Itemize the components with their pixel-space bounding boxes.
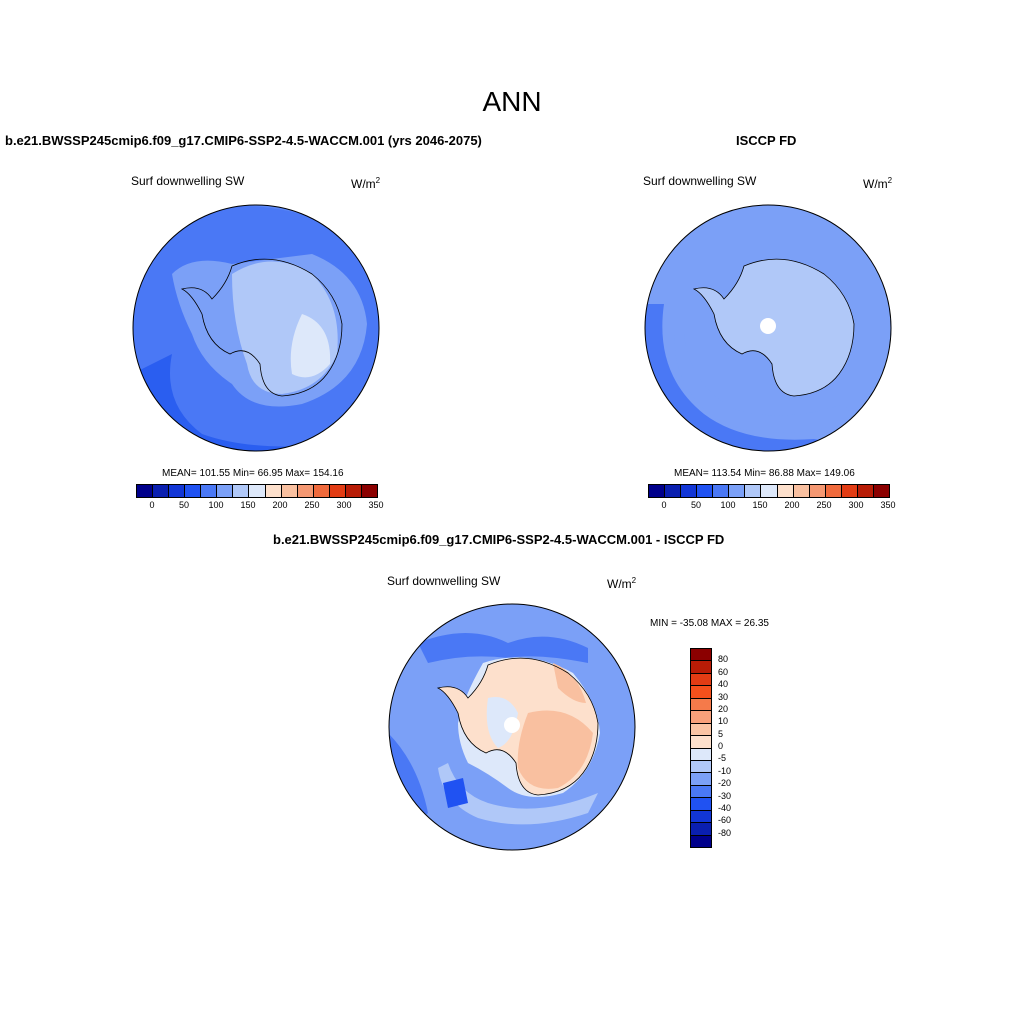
colorbar-swatch	[691, 686, 711, 699]
colorbar-swatch	[345, 485, 362, 497]
colorbar-tick-label: -40	[718, 802, 732, 813]
colorbar-swatch	[691, 748, 711, 761]
colorbar-swatch	[809, 485, 826, 497]
colorbar-swatch	[857, 485, 874, 497]
colorbar-swatch	[169, 485, 186, 497]
colorbar-tick-label: 10	[718, 716, 729, 727]
colorbar-tick-label: -60	[718, 815, 732, 826]
colorbar-swatch	[691, 736, 711, 749]
colorbar-swatch	[691, 810, 711, 824]
colorbar-swatch	[729, 485, 746, 497]
model-variable-label: Surf downwelling SW	[131, 174, 245, 188]
colorbar-swatch	[297, 485, 314, 497]
figure-title: ANN	[482, 86, 542, 117]
colorbar-swatch	[691, 698, 711, 712]
colorbar-tick-label: -80	[718, 827, 732, 838]
colorbar-tick-label: -10	[718, 765, 732, 776]
diff-panel-title: b.e21.BWSSP245cmip6.f09_g17.CMIP6-SSP2-4…	[273, 532, 725, 547]
colorbar-swatch	[761, 485, 778, 497]
diff-polar-map	[388, 603, 636, 851]
colorbar-swatch	[793, 485, 810, 497]
colorbar-swatch	[691, 823, 711, 836]
colorbar-tick-label: 250	[304, 500, 320, 510]
colorbar-tick-label: 50	[690, 500, 702, 510]
colorbar-tick-label: 300	[336, 500, 352, 510]
colorbar-tick-label: 60	[718, 666, 729, 677]
diff-units-label: W/m2	[607, 576, 637, 591]
model-panel-title: b.e21.BWSSP245cmip6.f09_g17.CMIP6-SSP2-4…	[5, 133, 482, 148]
colorbar-swatch	[249, 485, 266, 497]
colorbar-tick-label: 5	[718, 728, 724, 739]
colorbar-tick-label: 150	[752, 500, 768, 510]
colorbar-swatch	[153, 485, 170, 497]
colorbar-swatch	[691, 673, 711, 687]
colorbar-tick-label: 40	[718, 679, 729, 690]
model-stats: MEAN= 101.55 Min= 66.95 Max= 154.16	[162, 468, 344, 479]
model-colorbar-ticks: 0 50 100 150 200 250 300 350	[136, 500, 383, 512]
colorbar-tick-label: 0	[149, 500, 155, 510]
obs-colorbar	[648, 484, 890, 498]
colorbar-tick-label: -30	[718, 790, 732, 801]
colorbar-tick-label: 0	[661, 500, 667, 510]
colorbar-swatch	[665, 485, 682, 497]
diff-variable-label: Surf downwelling SW	[387, 574, 501, 588]
colorbar-tick-label: 350	[368, 500, 384, 510]
colorbar-tick-label: 100	[208, 500, 224, 510]
diff-colorbar	[690, 648, 712, 848]
colorbar-swatch	[713, 485, 730, 497]
model-units-label: W/m2	[351, 176, 381, 191]
colorbar-swatch	[691, 661, 711, 674]
colorbar-swatch	[681, 485, 698, 497]
colorbar-swatch	[745, 485, 762, 497]
colorbar-swatch	[217, 485, 234, 497]
colorbar-tick-label: -20	[718, 778, 732, 789]
colorbar-swatch	[201, 485, 218, 497]
obs-colorbar-ticks: 0 50 100 150 200 250 300 350	[648, 500, 895, 512]
colorbar-tick-label: -5	[718, 753, 727, 764]
colorbar-swatch	[281, 485, 298, 497]
colorbar-swatch	[697, 485, 714, 497]
obs-variable-label: Surf downwelling SW	[643, 174, 757, 188]
colorbar-swatch	[825, 485, 842, 497]
colorbar-swatch	[691, 723, 711, 737]
colorbar-tick-label: 80	[718, 654, 729, 665]
colorbar-swatch	[185, 485, 202, 497]
colorbar-swatch	[777, 485, 794, 497]
colorbar-tick-label: 300	[848, 500, 864, 510]
colorbar-tick-label: 150	[240, 500, 256, 510]
colorbar-swatch	[873, 485, 889, 497]
colorbar-tick-label: 200	[272, 500, 288, 510]
model-colorbar	[136, 484, 378, 498]
colorbar-tick-label: 30	[718, 691, 729, 702]
colorbar-swatch	[691, 760, 711, 774]
colorbar-swatch	[691, 785, 711, 799]
colorbar-tick-label: 250	[816, 500, 832, 510]
model-polar-map	[132, 204, 380, 452]
colorbar-swatch	[691, 649, 711, 662]
diff-stats: MIN = -35.08 MAX = 26.35	[650, 618, 769, 629]
colorbar-tick-label: 350	[880, 500, 896, 510]
colorbar-swatch	[361, 485, 377, 497]
colorbar-tick-label: 0	[718, 741, 724, 751]
colorbar-swatch	[841, 485, 858, 497]
colorbar-swatch	[233, 485, 250, 497]
colorbar-swatch	[691, 835, 711, 847]
diff-colorbar-ticks: 80 60 40 30 20 10 5 0 -5 -10 -20 -30 -40 -60 -80	[718, 648, 758, 846]
obs-polar-map	[644, 204, 892, 452]
colorbar-tick-label: 50	[178, 500, 190, 510]
colorbar-tick-label: 20	[718, 703, 729, 714]
colorbar-swatch	[137, 485, 154, 497]
obs-panel-title: ISCCP FD	[736, 133, 797, 148]
colorbar-swatch	[329, 485, 346, 497]
colorbar-swatch	[691, 711, 711, 724]
colorbar-tick-label: 200	[784, 500, 800, 510]
colorbar-swatch	[691, 773, 711, 786]
obs-stats: MEAN= 113.54 Min= 86.88 Max= 149.06	[674, 468, 855, 479]
obs-units-label: W/m2	[863, 176, 893, 191]
colorbar-tick-label: 100	[720, 500, 736, 510]
colorbar-swatch	[265, 485, 282, 497]
colorbar-swatch	[649, 485, 666, 497]
colorbar-swatch	[691, 798, 711, 811]
colorbar-swatch	[313, 485, 330, 497]
